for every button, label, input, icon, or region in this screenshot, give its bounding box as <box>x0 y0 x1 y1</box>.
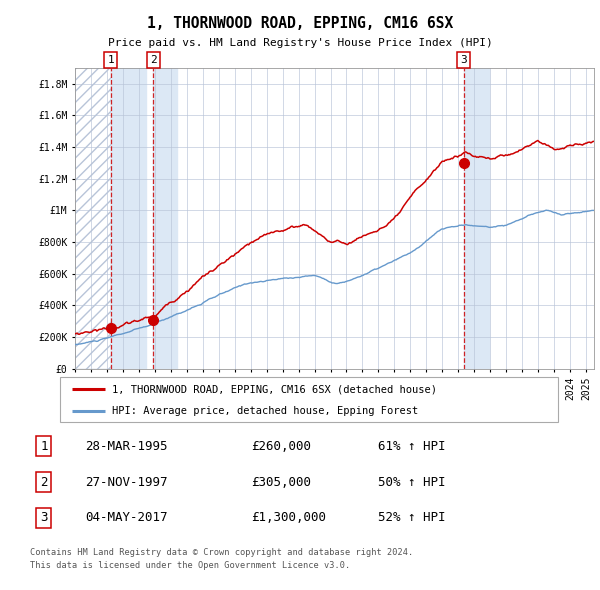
Text: Contains HM Land Registry data © Crown copyright and database right 2024.: Contains HM Land Registry data © Crown c… <box>30 548 413 556</box>
Text: 3: 3 <box>40 512 47 525</box>
Text: £260,000: £260,000 <box>251 440 311 453</box>
Bar <box>464 68 489 369</box>
Text: 50% ↑ HPI: 50% ↑ HPI <box>378 476 445 489</box>
Text: 1: 1 <box>40 440 47 453</box>
FancyBboxPatch shape <box>60 377 558 422</box>
Text: £305,000: £305,000 <box>251 476 311 489</box>
Text: 2: 2 <box>40 476 47 489</box>
Text: 3: 3 <box>460 55 467 65</box>
Text: 2: 2 <box>150 55 157 65</box>
Text: 1, THORNWOOD ROAD, EPPING, CM16 6SX (detached house): 1, THORNWOOD ROAD, EPPING, CM16 6SX (det… <box>112 384 437 394</box>
Text: HPI: Average price, detached house, Epping Forest: HPI: Average price, detached house, Eppi… <box>112 406 419 415</box>
Text: 27-NOV-1997: 27-NOV-1997 <box>85 476 168 489</box>
Text: £1,300,000: £1,300,000 <box>251 512 326 525</box>
Text: This data is licensed under the Open Government Licence v3.0.: This data is licensed under the Open Gov… <box>30 560 350 569</box>
Text: 28-MAR-1995: 28-MAR-1995 <box>85 440 168 453</box>
Bar <box>111 68 146 369</box>
Bar <box>154 68 178 369</box>
Text: Price paid vs. HM Land Registry's House Price Index (HPI): Price paid vs. HM Land Registry's House … <box>107 38 493 48</box>
Bar <box>75 68 111 369</box>
Text: 1, THORNWOOD ROAD, EPPING, CM16 6SX: 1, THORNWOOD ROAD, EPPING, CM16 6SX <box>147 16 453 31</box>
Text: 1: 1 <box>107 55 114 65</box>
Text: 04-MAY-2017: 04-MAY-2017 <box>85 512 168 525</box>
Text: 61% ↑ HPI: 61% ↑ HPI <box>378 440 445 453</box>
Text: 52% ↑ HPI: 52% ↑ HPI <box>378 512 445 525</box>
